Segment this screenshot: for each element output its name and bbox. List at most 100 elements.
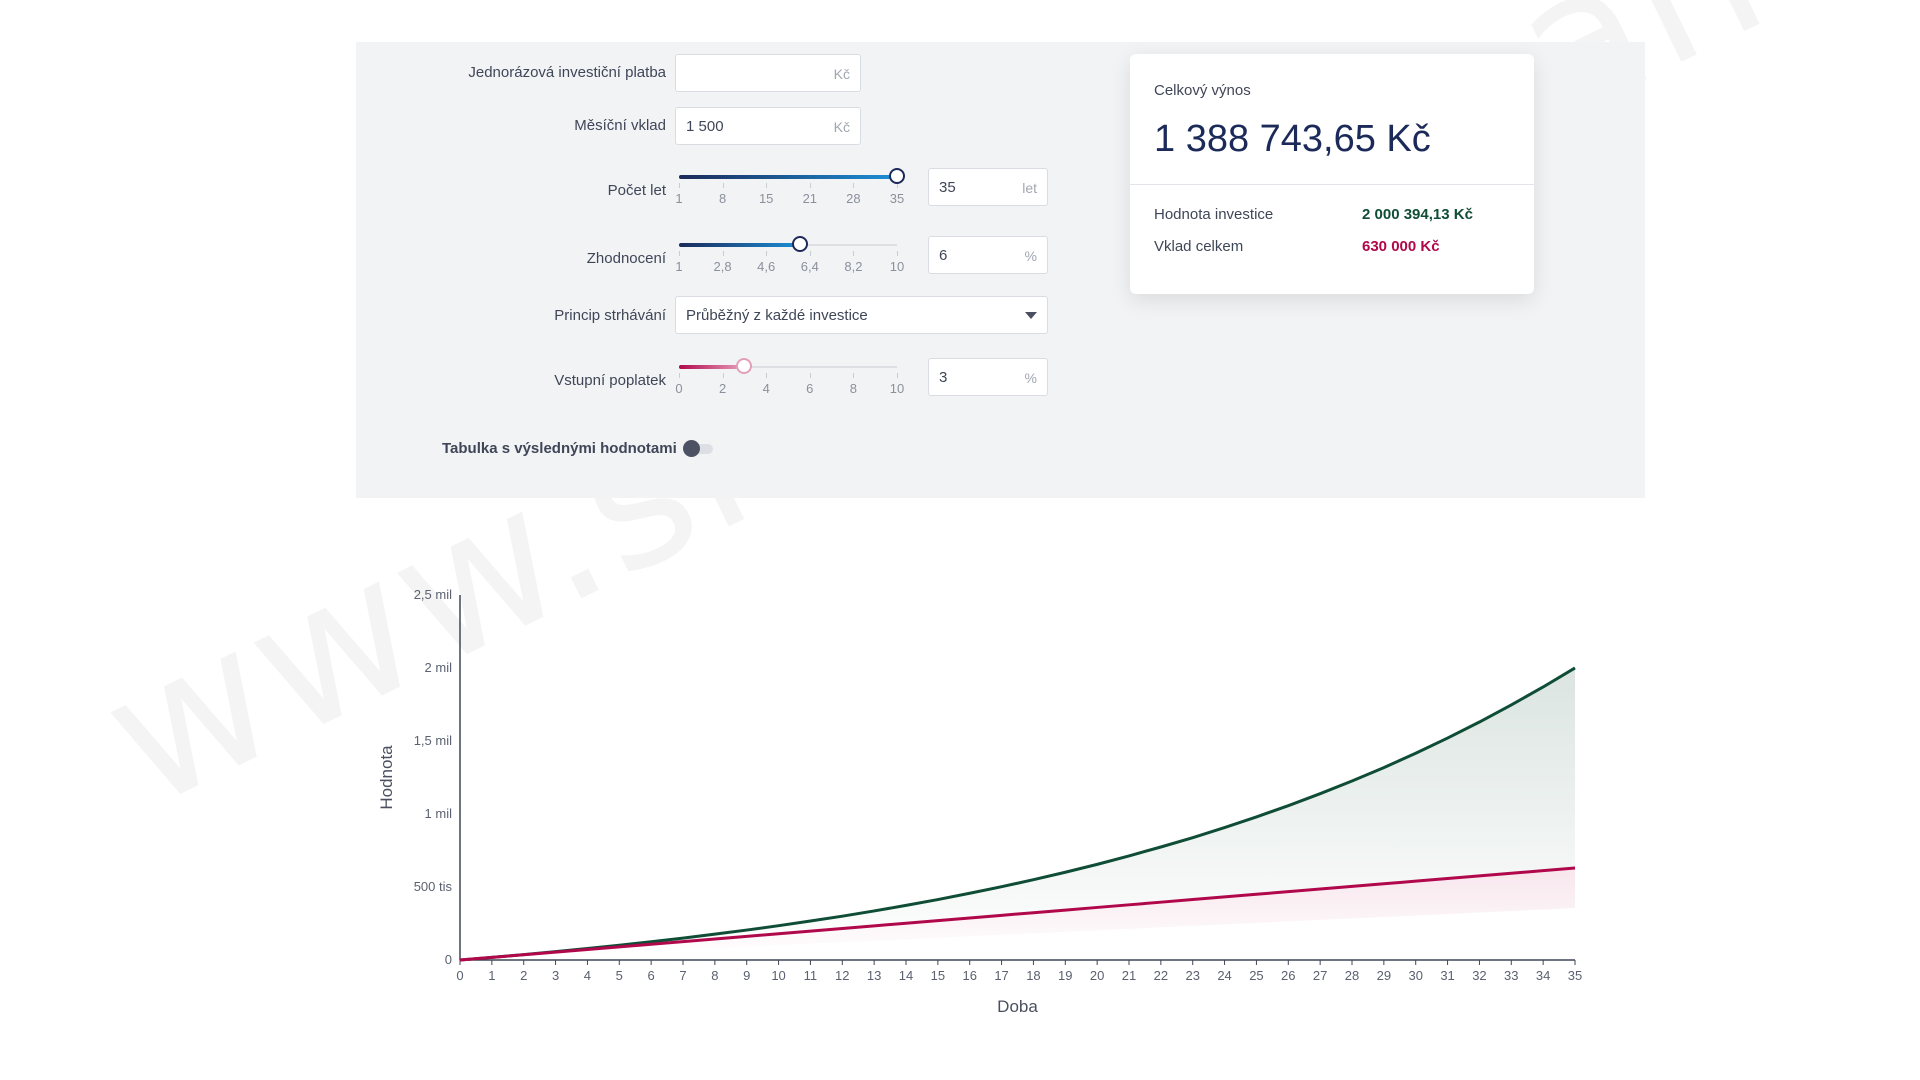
slider-tick-label: 1 bbox=[675, 191, 683, 206]
x-tick-label: 20 bbox=[1090, 968, 1104, 983]
monthly-input[interactable]: 1 500 Kč bbox=[675, 107, 861, 145]
slider-tick-label: 4 bbox=[762, 381, 770, 396]
x-tick-label: 19 bbox=[1058, 968, 1072, 983]
entry-fee-unit: % bbox=[1024, 370, 1037, 386]
years-label: Počet let bbox=[607, 182, 666, 199]
x-tick-label: 26 bbox=[1281, 968, 1295, 983]
x-tick-label: 21 bbox=[1122, 968, 1136, 983]
years-value: 35 bbox=[939, 179, 956, 196]
slider-tick-mark bbox=[679, 251, 680, 256]
result-value: 1 388 743,65 Kč bbox=[1154, 118, 1431, 160]
investment-area bbox=[460, 667, 1575, 960]
x-tick-label: 33 bbox=[1504, 968, 1518, 983]
table-toggle[interactable] bbox=[683, 439, 713, 457]
x-tick-label: 32 bbox=[1472, 968, 1486, 983]
x-tick-label: 22 bbox=[1154, 968, 1168, 983]
x-tick-label: 28 bbox=[1345, 968, 1359, 983]
x-tick-label: 1 bbox=[488, 968, 495, 983]
y-tick-label: 2,5 mil bbox=[414, 587, 452, 602]
x-tick-label: 24 bbox=[1217, 968, 1231, 983]
appreciation-value: 6 bbox=[939, 247, 948, 264]
y-tick-label: 1,5 mil bbox=[414, 733, 452, 748]
slider-tick-label: 15 bbox=[758, 191, 774, 206]
monthly-value: 1 500 bbox=[686, 118, 724, 135]
slider-tick-mark bbox=[766, 183, 768, 188]
table-toggle-label: Tabulka s výslednými hodnotami bbox=[442, 440, 677, 457]
slider-knob[interactable] bbox=[792, 236, 809, 252]
deduction-select[interactable]: Průběžný z každé investice bbox=[675, 296, 1048, 334]
slider-tick-mark bbox=[809, 183, 811, 188]
toggle-knob bbox=[683, 440, 700, 457]
appreciation-unit: % bbox=[1024, 248, 1037, 264]
x-tick-label: 3 bbox=[552, 968, 559, 983]
deposit-line bbox=[459, 866, 1576, 962]
slider-tick-label: 1 bbox=[675, 259, 683, 274]
slider-tick-label: 6 bbox=[806, 381, 814, 396]
slider-tick-label: 4,6 bbox=[757, 259, 776, 274]
slider-tick-mark bbox=[679, 183, 680, 188]
x-tick-label: 18 bbox=[1026, 968, 1040, 983]
x-tick-label: 8 bbox=[711, 968, 718, 983]
appreciation-label: Zhodnocení bbox=[586, 250, 666, 267]
divider bbox=[1130, 184, 1534, 185]
slider-tick-mark bbox=[722, 251, 724, 256]
entry-fee-input[interactable]: 3 % bbox=[928, 358, 1048, 396]
slider-tick-label: 8,2 bbox=[844, 259, 863, 274]
slider-tick-label: 2,8 bbox=[713, 259, 732, 274]
monthly-unit: Kč bbox=[833, 119, 850, 135]
x-tick-label: 4 bbox=[584, 968, 591, 983]
slider-fill bbox=[679, 175, 897, 179]
slider-ticks: 1 2,8 4,6 6,4 8,2 10 bbox=[675, 251, 904, 274]
x-tick-label: 2 bbox=[520, 968, 527, 983]
years-unit: let bbox=[1022, 180, 1037, 196]
slider-tick-label: 8 bbox=[718, 191, 727, 206]
x-tick-label: 23 bbox=[1185, 968, 1199, 983]
investment-line bbox=[459, 666, 1576, 962]
slider-tick-mark bbox=[897, 183, 898, 188]
lump-sum-input[interactable]: Kč bbox=[675, 54, 861, 92]
y-tick-label: 0 bbox=[445, 952, 452, 967]
x-tick-label: 16 bbox=[962, 968, 976, 983]
x-tick-label: 27 bbox=[1313, 968, 1327, 983]
investment-value: 2 000 394,13 Kč bbox=[1362, 206, 1473, 223]
investment-value-label: Hodnota investice bbox=[1154, 206, 1274, 223]
appreciation-input[interactable]: 6 % bbox=[928, 236, 1048, 274]
x-tick-label: 12 bbox=[835, 968, 849, 983]
entry-fee-slider[interactable]: 0 2 4 6 8 10 bbox=[675, 358, 904, 399]
slider-knob[interactable] bbox=[889, 168, 905, 184]
x-tick-label: 29 bbox=[1377, 968, 1391, 983]
slider-tick-label: 0 bbox=[675, 381, 683, 396]
slider-ticks: 0 2 4 6 8 10 bbox=[675, 373, 904, 396]
chevron-down-icon bbox=[1025, 312, 1037, 319]
x-tick-label: 34 bbox=[1536, 968, 1550, 983]
x-tick-label: 7 bbox=[679, 968, 686, 983]
slider-ticks: 1 8 15 21 28 35 bbox=[675, 183, 904, 206]
x-tick-label: 9 bbox=[743, 968, 750, 983]
slider-track[interactable] bbox=[679, 366, 897, 368]
years-slider[interactable]: 1 8 15 21 28 35 bbox=[675, 168, 905, 209]
slider-tick-mark bbox=[679, 373, 680, 378]
slider-tick-mark bbox=[897, 373, 898, 378]
slider-tick-label: 2 bbox=[718, 381, 727, 396]
lump-sum-label: Jednorázová investiční platba bbox=[468, 64, 666, 81]
x-tick-label: 31 bbox=[1440, 968, 1454, 983]
y-tick-label: 1 mil bbox=[425, 806, 453, 821]
slider-knob[interactable] bbox=[736, 358, 753, 374]
toggle-track bbox=[687, 444, 713, 454]
calculator-form: Jednorázová investiční platba Kč Měsíční… bbox=[356, 42, 1645, 498]
x-tick-label: 15 bbox=[931, 968, 945, 983]
lump-sum-unit: Kč bbox=[833, 66, 850, 82]
slider-tick-label: 10 bbox=[889, 259, 905, 274]
slider-tick-label: 21 bbox=[802, 191, 818, 206]
appreciation-slider[interactable]: 1 2,8 4,6 6,4 8,2 10 bbox=[675, 236, 904, 277]
years-input[interactable]: 35 let bbox=[928, 168, 1048, 206]
slider-tick-mark bbox=[853, 373, 855, 378]
result-card: Celkový výnos 1 388 743,65 Kč Hodnota in… bbox=[1130, 54, 1534, 294]
slider-tick-label: 8 bbox=[849, 381, 858, 396]
x-tick-label: 14 bbox=[899, 968, 913, 983]
x-tick-label: 11 bbox=[804, 968, 818, 983]
x-tick-label: 10 bbox=[771, 968, 785, 983]
slider-tick-label: 35 bbox=[889, 191, 905, 206]
slider-tick-mark bbox=[853, 183, 855, 188]
